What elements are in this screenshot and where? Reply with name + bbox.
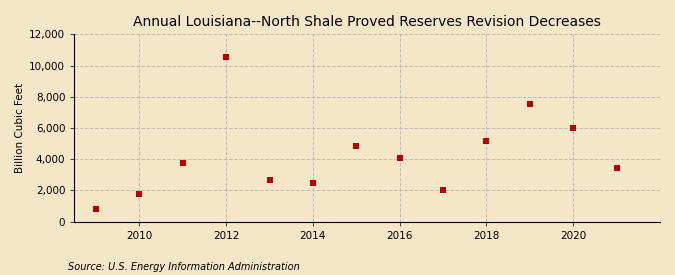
Point — [134, 191, 145, 196]
Point — [524, 102, 535, 106]
Point — [351, 144, 362, 148]
Point — [612, 166, 622, 170]
Point — [221, 55, 232, 59]
Title: Annual Louisiana--North Shale Proved Reserves Revision Decreases: Annual Louisiana--North Shale Proved Res… — [133, 15, 601, 29]
Point — [568, 126, 578, 130]
Point — [90, 207, 101, 211]
Point — [394, 156, 405, 161]
Point — [481, 138, 492, 143]
Point — [264, 178, 275, 183]
Point — [437, 188, 448, 192]
Y-axis label: Billion Cubic Feet: Billion Cubic Feet — [15, 83, 25, 173]
Point — [178, 161, 188, 165]
Point — [308, 180, 319, 185]
Text: Source: U.S. Energy Information Administration: Source: U.S. Energy Information Administ… — [68, 262, 299, 272]
